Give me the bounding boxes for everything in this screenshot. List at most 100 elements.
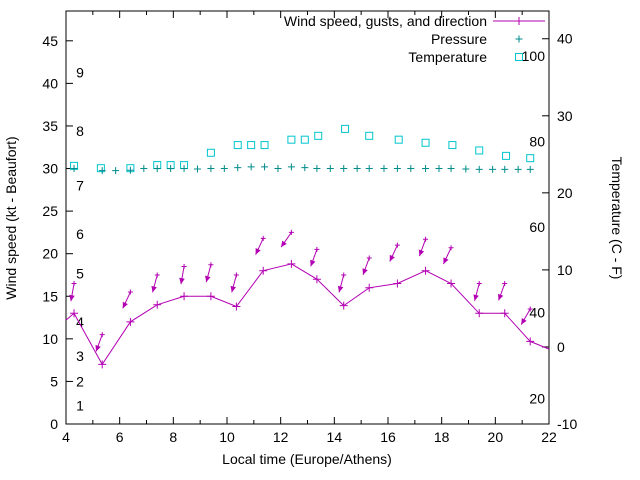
pressure-point [301,164,309,172]
wind-gust-point [288,229,294,235]
x-tick-label: 12 [273,429,289,445]
y-axis-right-title: Temperature (C - F) [609,157,625,280]
y-right-tick-label: 40 [557,31,573,47]
temperature-point [96,164,105,173]
wind-direction-arrow-head [521,318,527,325]
wind-speed-point [259,266,268,275]
plot-border [65,10,550,425]
pressure-point [340,165,348,173]
x-tick-label: 18 [434,429,450,445]
fahrenheit-label: 80 [529,133,545,149]
temperature-point [421,138,430,147]
temperature-point [260,141,269,150]
pressure-point [393,165,401,173]
y-left-tick-label: 0 [50,416,58,432]
wind-gust-point [527,306,533,312]
pressure-point [447,165,455,173]
pressure-point [207,165,215,173]
wind-direction-arrow-head [122,301,128,309]
x-tick-label: 10 [219,429,235,445]
pressure-point [475,165,483,173]
legend-sample-plus [515,35,523,43]
y-left-tick-label: 20 [42,246,58,262]
wind-direction-arrow-head [443,257,449,265]
fahrenheit-label: 60 [529,219,545,235]
temperature-point [502,151,511,160]
legend-sample-plus [515,17,523,25]
fahrenheit-label: 20 [529,390,545,406]
wind-speed-point [312,275,321,284]
y-left-tick-label: 15 [42,288,58,304]
y-left-tick-label: 40 [42,75,58,91]
wind-direction-arrow-head [310,259,316,267]
legend-label: Wind speed, gusts, and direction [284,13,487,29]
wind-gust-point [314,246,320,252]
x-tick-label: 20 [488,429,504,445]
beaufort-label: 6 [76,226,84,242]
pressure-point [365,165,373,173]
beaufort-label: 5 [76,265,84,281]
wind-speed-point [447,279,456,288]
wind-direction-arrow-head [497,293,504,301]
wind-speed-point [180,292,189,301]
y-left-tick-label: 35 [42,118,58,134]
wind-direction-arrow-head [337,285,344,293]
beaufort-label: 8 [76,123,84,139]
beaufort-label: 1 [76,397,84,413]
pressure-point [435,165,443,173]
pressure-point [98,167,106,175]
wind-speed-point [206,292,215,301]
pressure-point [234,164,242,172]
pressure-point [501,165,509,173]
wind-direction-arrow-head [418,249,425,257]
pressure-point [140,165,148,173]
pressure-point [380,165,388,173]
x-axis-title: Local time (Europe/Athens) [222,451,392,467]
pressure-point [407,165,415,173]
wind-direction-arrow-head [205,275,211,283]
y-left-tick-label: 45 [42,33,58,49]
wind-speed-line [65,263,550,366]
beaufort-label: 3 [76,348,84,364]
pressure-point [247,163,255,171]
wind-speed-point [393,279,402,288]
pressure-point [326,165,334,173]
wind-speed-point [287,259,296,268]
chart-generated-layer: 4 6 8 10 12 14 16 18 20 22051015202530354045-1001… [42,10,577,445]
temperature-point [206,148,215,157]
x-tick-label: 8 [169,429,177,445]
x-tick-label: 22 [541,429,557,445]
wind-direction-arrow-head [281,240,287,248]
pressure-point [70,165,78,173]
wind-speed-point [526,337,535,346]
wind-speed-point [365,283,374,292]
pressure-point [274,165,282,173]
wind-direction-arrow-head [69,294,75,302]
fahrenheit-label: 100 [522,48,546,64]
y-right-tick-label: 20 [557,185,573,201]
y-left-tick-label: 10 [42,331,58,347]
wind-gust-point [366,255,372,261]
x-tick-label: 6 [116,429,124,445]
temperature-point [314,131,323,140]
pressure-point [353,165,361,173]
wind-gust-point [394,242,400,248]
pressure-point [462,165,470,173]
legend-label: Temperature [408,49,487,65]
y-left-tick-label: 25 [42,203,58,219]
wind-direction-arrow-head [179,277,185,285]
temperature-point [475,146,484,155]
wind-speed-point [421,266,430,275]
pressure-point [514,165,522,173]
wind-direction-arrow-head [255,248,261,255]
y-right-tick-label: -10 [557,416,577,432]
temperature-point [300,135,309,144]
pressure-point [180,165,188,173]
wind-speed-point [232,302,241,311]
wind-direction-arrow-head [151,285,157,293]
wind-direction-arrow-head [230,285,236,293]
pressure-point [112,167,120,175]
pressure-point [313,165,321,173]
y-left-tick-label: 5 [50,373,58,389]
